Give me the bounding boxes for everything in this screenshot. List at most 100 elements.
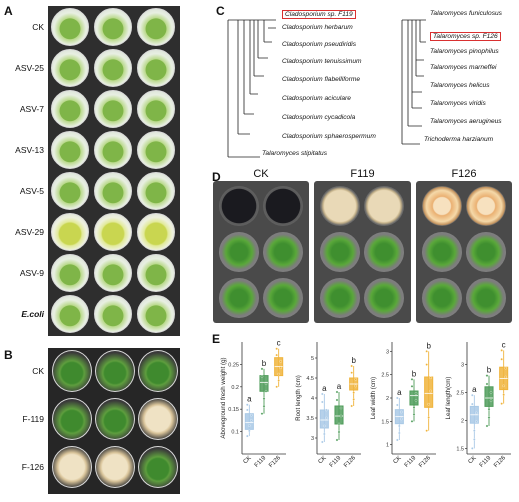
culture-plate — [137, 90, 175, 128]
data-point — [425, 350, 428, 353]
well — [364, 232, 404, 272]
culture-plate — [137, 131, 175, 169]
culture-plate — [137, 49, 175, 87]
data-point — [398, 424, 401, 428]
data-point — [475, 411, 478, 415]
panel-letter-d: D — [212, 170, 221, 184]
data-point — [325, 408, 328, 412]
data-point — [264, 390, 268, 393]
significance-letter: a — [322, 384, 327, 393]
data-point — [260, 375, 264, 378]
data-point — [264, 382, 268, 386]
y-tick-label: 3 — [311, 436, 314, 442]
data-point — [414, 399, 418, 402]
data-point — [473, 438, 476, 441]
data-point — [354, 384, 357, 388]
data-point — [427, 402, 430, 406]
data-point — [323, 424, 326, 428]
culture-plate — [137, 172, 175, 210]
data-point — [260, 367, 264, 371]
panel-letter-c: C — [216, 4, 225, 18]
culture-plate — [52, 446, 92, 488]
culture-plate — [94, 295, 132, 333]
significance-letter: c — [502, 340, 506, 349]
panel-letter-b: B — [4, 348, 13, 362]
well — [263, 278, 303, 318]
significance-letter: a — [247, 395, 252, 404]
taxon-label: Cladosporium tenuissimum — [282, 58, 362, 65]
phylo-tree-left — [227, 19, 276, 158]
data-point — [279, 366, 282, 370]
y-tick-label: 3.5 — [306, 416, 314, 422]
box — [484, 386, 494, 407]
boxplot-chart: 3 3.5 4 4.5 5 Root length (cm) a CK a F119 b F126 — [295, 342, 361, 469]
y-tick-label: 2.5 — [381, 373, 389, 379]
well — [263, 232, 303, 272]
y-tick-label: 2 — [461, 418, 464, 424]
row-label: CK — [32, 366, 44, 376]
y-tick-label: 1 — [386, 443, 389, 449]
significance-letter: a — [397, 388, 402, 397]
box — [259, 375, 269, 392]
data-point — [473, 429, 476, 432]
well — [422, 278, 462, 318]
well — [263, 186, 303, 226]
culture-plate — [95, 350, 135, 392]
taxon-label: Trichoderma harzianum — [424, 136, 494, 143]
data-point — [246, 408, 249, 412]
plate-header: F126 — [451, 168, 477, 180]
x-tick-label: CK — [468, 455, 478, 465]
y-tick-label: 3 — [461, 362, 464, 368]
data-point — [504, 366, 507, 370]
taxon-label: Talaromyces pinophilus — [430, 48, 499, 55]
data-point — [275, 347, 278, 350]
culture-plate — [94, 254, 132, 292]
taxon-label: Talaromyces sp. F126 — [430, 32, 501, 41]
culture-plate — [138, 350, 178, 392]
well — [422, 232, 462, 272]
data-point — [262, 404, 266, 408]
x-tick-label: F126 — [493, 455, 507, 469]
row-label: ASV-9 — [19, 268, 44, 278]
taxon-label: Talaromyces marneffei — [430, 64, 497, 71]
culture-plate — [94, 90, 132, 128]
culture-plate — [137, 295, 175, 333]
taxon-label: Cladosporium flabelliforme — [282, 76, 361, 83]
data-point — [321, 440, 324, 444]
data-point — [504, 375, 507, 379]
data-point — [335, 398, 339, 402]
culture-plate — [95, 446, 135, 488]
significance-letter: b — [487, 366, 492, 375]
significance-letter: b — [262, 359, 267, 368]
x-tick-label: CK — [318, 455, 328, 465]
data-point — [502, 393, 505, 396]
data-point — [339, 414, 343, 418]
x-tick-label: F126 — [268, 455, 282, 469]
taxon-label: Cladosporium sp. F119 — [282, 10, 356, 19]
data-point — [275, 353, 278, 357]
data-point — [321, 392, 324, 396]
data-point — [321, 400, 324, 404]
x-tick-label: F119 — [404, 455, 418, 469]
data-point — [350, 371, 353, 374]
box — [409, 390, 419, 406]
panel-letter-e: E — [212, 332, 221, 346]
y-tick-label: 4 — [311, 396, 314, 402]
data-point — [248, 429, 251, 433]
y-tick-label: 1.5 — [456, 446, 464, 452]
culture-plate — [94, 8, 132, 46]
data-point — [335, 390, 339, 394]
significance-letter: c — [277, 339, 281, 348]
data-point — [335, 438, 339, 442]
culture-plate — [51, 90, 89, 128]
y-tick-label: 0.2 — [231, 385, 239, 391]
data-point — [323, 432, 326, 436]
culture-plate — [94, 49, 132, 87]
taxon-label: Cladosporium sphaerospermum — [282, 133, 376, 140]
data-point — [410, 385, 414, 388]
row-label: E.coli — [21, 309, 44, 319]
y-axis-label: Leaf width (cm) — [370, 377, 377, 419]
culture-plate — [94, 172, 132, 210]
data-point — [485, 374, 489, 377]
culture-plate — [137, 8, 175, 46]
